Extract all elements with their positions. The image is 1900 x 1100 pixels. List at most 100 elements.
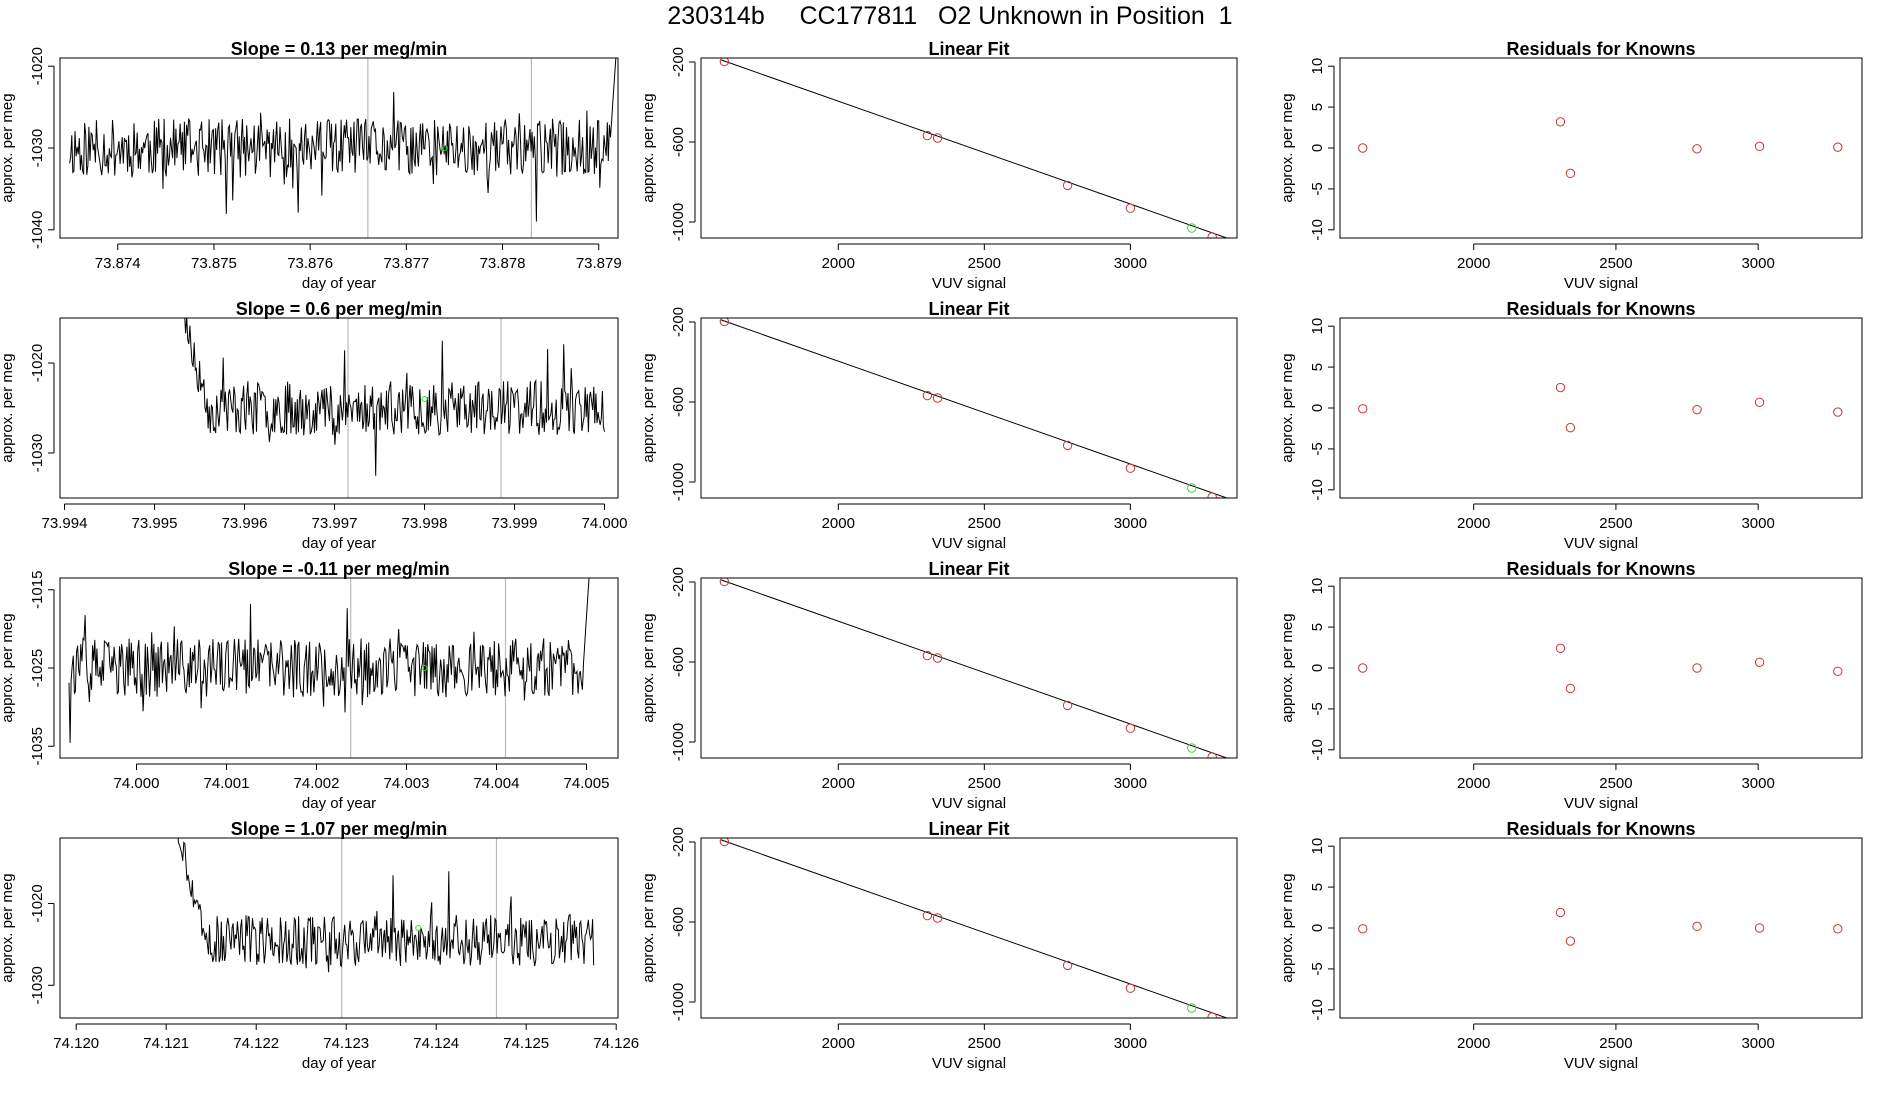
y-tick-label: -1000 (670, 203, 687, 241)
y-axis-label: approx. per meg (0, 93, 16, 202)
x-tick-label: 2500 (968, 775, 1001, 792)
known-point (719, 58, 730, 67)
y-tick-label: 0 (1309, 404, 1326, 412)
x-tick-label: 3000 (1741, 255, 1774, 272)
known-point (1358, 663, 1368, 673)
panel-1-2: 2000 2500 3000 VUV signal -1000 -600 -200 appro… (640, 39, 1238, 292)
x-axis-label: day of year (302, 1055, 376, 1072)
fit-line (721, 579, 1227, 758)
known-point (1692, 404, 1702, 415)
x-tick-label: 2500 (968, 515, 1001, 532)
y-tick-label: 0 (1309, 664, 1326, 672)
panel-4-3: 2000 2500 3000 VUV signal -10 -5 0 5 10 approx. p… (1279, 819, 1863, 1072)
plot-area (719, 578, 1227, 758)
y-axis-label: approx. per meg (1279, 93, 1296, 202)
x-axis-label: VUV signal (1564, 1055, 1638, 1072)
x-tick-label: 73.994 (42, 515, 88, 532)
known-point (1062, 180, 1073, 191)
y-tick-label: 5 (1309, 363, 1326, 371)
unknown-marker-point (421, 665, 428, 671)
plot-frame (59, 837, 619, 1019)
x-tick-label: 2000 (1457, 775, 1490, 792)
series-line (184, 318, 605, 476)
plot-frame (59, 577, 619, 759)
plot-area (177, 838, 595, 1018)
known-point (932, 133, 943, 143)
known-point (1833, 142, 1843, 152)
panel-title: Slope = 0.6 per meg/min (236, 299, 443, 319)
known-point (1754, 657, 1765, 667)
x-tick-label: 2000 (822, 515, 855, 532)
y-tick-label: -600 (670, 647, 687, 677)
known-point (1062, 440, 1073, 451)
known-point (932, 653, 943, 663)
plot-area (719, 838, 1227, 1018)
plot-frame (59, 317, 619, 499)
unknown-point (1187, 483, 1197, 493)
x-tick-label: 3000 (1114, 1035, 1147, 1052)
y-tick-label: 0 (1309, 144, 1326, 152)
known-point (1692, 663, 1702, 673)
panel-title: Residuals for Knowns (1506, 559, 1695, 579)
known-point (1692, 144, 1702, 154)
y-axis-label: approx. per meg (0, 353, 16, 462)
y-tick-label: 0 (1309, 924, 1326, 932)
y-tick-label: 10 (1309, 578, 1326, 595)
fit-line (721, 839, 1227, 1018)
x-tick-label: 73.878 (480, 255, 526, 272)
y-tick-label: -200 (670, 827, 687, 857)
x-tick-label: 2500 (968, 255, 1001, 272)
panel-title: Linear Fit (928, 39, 1009, 59)
known-point (1833, 407, 1843, 417)
x-tick-label: 74.000 (582, 515, 628, 532)
known-point (1125, 723, 1136, 733)
y-tick-label: -600 (670, 907, 687, 937)
known-point (1565, 683, 1576, 694)
plot-frame (700, 837, 1238, 1019)
y-tick-label: -1020 (29, 884, 46, 922)
x-axis-label: day of year (302, 275, 376, 292)
y-axis-label: approx. per meg (1279, 613, 1296, 722)
known-point (1692, 921, 1702, 932)
known-point (932, 913, 943, 923)
known-point (1125, 203, 1136, 213)
x-tick-label: 2500 (1599, 515, 1632, 532)
plot-area (1358, 382, 1843, 433)
x-tick-label: 2000 (822, 1035, 855, 1052)
known-point (1555, 117, 1566, 127)
y-tick-label: 5 (1309, 103, 1326, 111)
unknown-marker-point (421, 396, 428, 402)
x-tick-label: 3000 (1741, 775, 1774, 792)
panel-title: Slope = 1.07 per meg/min (231, 819, 448, 839)
known-point (1125, 983, 1136, 993)
x-tick-label: 2000 (822, 775, 855, 792)
y-tick-label: -5 (1309, 962, 1326, 975)
x-tick-label: 2000 (1457, 1035, 1490, 1052)
known-point (1555, 907, 1566, 918)
y-tick-label: -1025 (29, 649, 46, 687)
y-tick-label: -200 (670, 567, 687, 597)
y-tick-label: -10 (1309, 479, 1326, 501)
plot-area (184, 318, 605, 498)
plot-area (68, 578, 590, 758)
y-tick-label: -10 (1309, 219, 1326, 241)
known-point (719, 578, 730, 587)
series-line (177, 838, 595, 973)
y-axis-label: approx. per meg (1279, 873, 1296, 982)
known-point (719, 318, 730, 327)
plot-area (719, 318, 1227, 498)
panel-title: Slope = -0.11 per meg/min (228, 559, 450, 579)
known-point (719, 838, 730, 847)
y-tick-label: -10 (1309, 739, 1326, 761)
x-tick-label: 2000 (1457, 255, 1490, 272)
y-tick-label: -1030 (29, 129, 46, 167)
known-point (922, 130, 933, 141)
x-tick-label: 74.005 (564, 775, 610, 792)
y-axis-label: approx. per meg (0, 873, 16, 982)
known-point (1565, 936, 1576, 946)
known-point (1358, 143, 1368, 153)
plot-area (1358, 643, 1843, 694)
unknown-point (1187, 223, 1197, 233)
panel-2-1: 73.994 73.995 73.996 73.997 73.998 73.999 74.0… (0, 299, 628, 552)
